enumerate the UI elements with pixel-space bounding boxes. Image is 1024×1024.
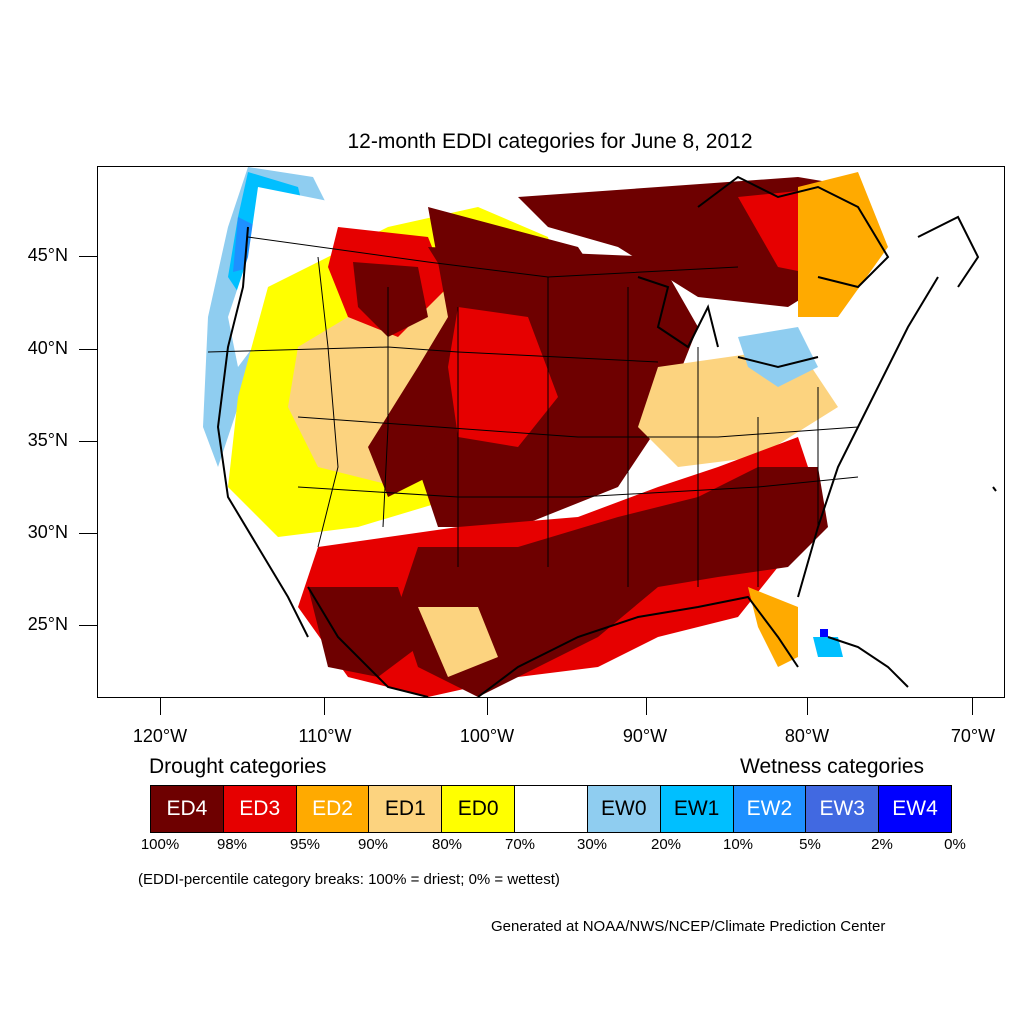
wetness-categories-heading: Wetness categories — [740, 755, 925, 778]
lon-tick — [646, 697, 647, 715]
legend-cell-ed4: ED4 — [151, 786, 224, 832]
legend-cell-ed3: ED3 — [223, 786, 297, 832]
legend-tick: 100% — [140, 836, 180, 853]
region-ew1-caribbean — [813, 637, 843, 657]
lat-tick — [79, 256, 97, 257]
region-ed2-ne — [798, 172, 888, 317]
region-ew4-caribbean — [820, 629, 828, 637]
lat-label-30n: 30°N — [27, 522, 68, 542]
region-ed1-southwest — [418, 607, 498, 677]
lon-tick — [972, 697, 973, 715]
legend-color-bar: ED4 ED3 ED2 ED1 ED0 EW0 EW1 EW2 EW3 EW4 — [150, 785, 952, 833]
region-ed4-south — [398, 467, 828, 697]
legend-tick: 70% — [504, 836, 536, 853]
lat-label-25n: 25°N — [27, 614, 68, 634]
lat-tick — [79, 625, 97, 626]
lon-tick — [160, 697, 161, 715]
legend-cell-ed0: ED0 — [442, 786, 516, 832]
lon-tick — [487, 697, 488, 715]
legend-cell-ed1: ED1 — [369, 786, 443, 832]
credit-line: Generated at NOAA/NWS/NCEP/Climate Predi… — [491, 918, 886, 935]
lon-tick — [807, 697, 808, 715]
legend-tick: 5% — [799, 836, 821, 853]
legend-tick: 2% — [871, 836, 893, 853]
lat-label-40n: 40°N — [27, 338, 68, 358]
lon-label-70w: 70°W — [950, 726, 996, 746]
region-ed4-montana — [353, 262, 428, 337]
map-title: 12-month EDDI categories for June 8, 201… — [347, 130, 753, 153]
region-ed4-texas — [308, 587, 418, 677]
lon-tick — [324, 697, 325, 715]
lat-label-45n: 45°N — [27, 245, 68, 265]
legend-cell-ew4: EW4 — [879, 786, 951, 832]
eddi-map — [198, 167, 1004, 697]
legend-tick: 20% — [650, 836, 682, 853]
lat-tick — [79, 441, 97, 442]
legend-tick: 80% — [431, 836, 463, 853]
region-ed3-plains — [448, 307, 558, 447]
boundary-lines — [207, 236, 859, 587]
lon-label-120w: 120°W — [132, 726, 188, 746]
lat-tick — [79, 533, 97, 534]
lon-label-90w: 90°W — [622, 726, 668, 746]
lon-label-110w: 110°W — [298, 726, 352, 746]
legend-cell-ew3: EW3 — [806, 786, 880, 832]
lat-label-35n: 35°N — [27, 430, 68, 450]
drought-categories-heading: Drought categories — [149, 755, 327, 778]
legend-tick: 90% — [357, 836, 389, 853]
map-frame — [97, 166, 1005, 698]
lon-label-80w: 80°W — [784, 726, 830, 746]
legend-tick: 10% — [722, 836, 754, 853]
lat-tick — [79, 349, 97, 350]
legend-cell-ew1: EW1 — [660, 786, 734, 832]
region-ew0-lake — [738, 327, 818, 387]
legend-cell-ed2: ED2 — [296, 786, 370, 832]
coastlines — [216, 175, 997, 697]
legend-tick: 0% — [944, 836, 966, 853]
legend-cell-neutral — [515, 786, 588, 832]
legend-tick: 98% — [216, 836, 248, 853]
lon-label-100w: 100°W — [459, 726, 515, 746]
legend-cell-ew2: EW2 — [733, 786, 807, 832]
legend-cell-ew0: EW0 — [587, 786, 661, 832]
legend-tick: 30% — [576, 836, 608, 853]
category-breaks-note: (EDDI-percentile category breaks: 100% =… — [138, 871, 560, 888]
legend-tick: 95% — [289, 836, 321, 853]
